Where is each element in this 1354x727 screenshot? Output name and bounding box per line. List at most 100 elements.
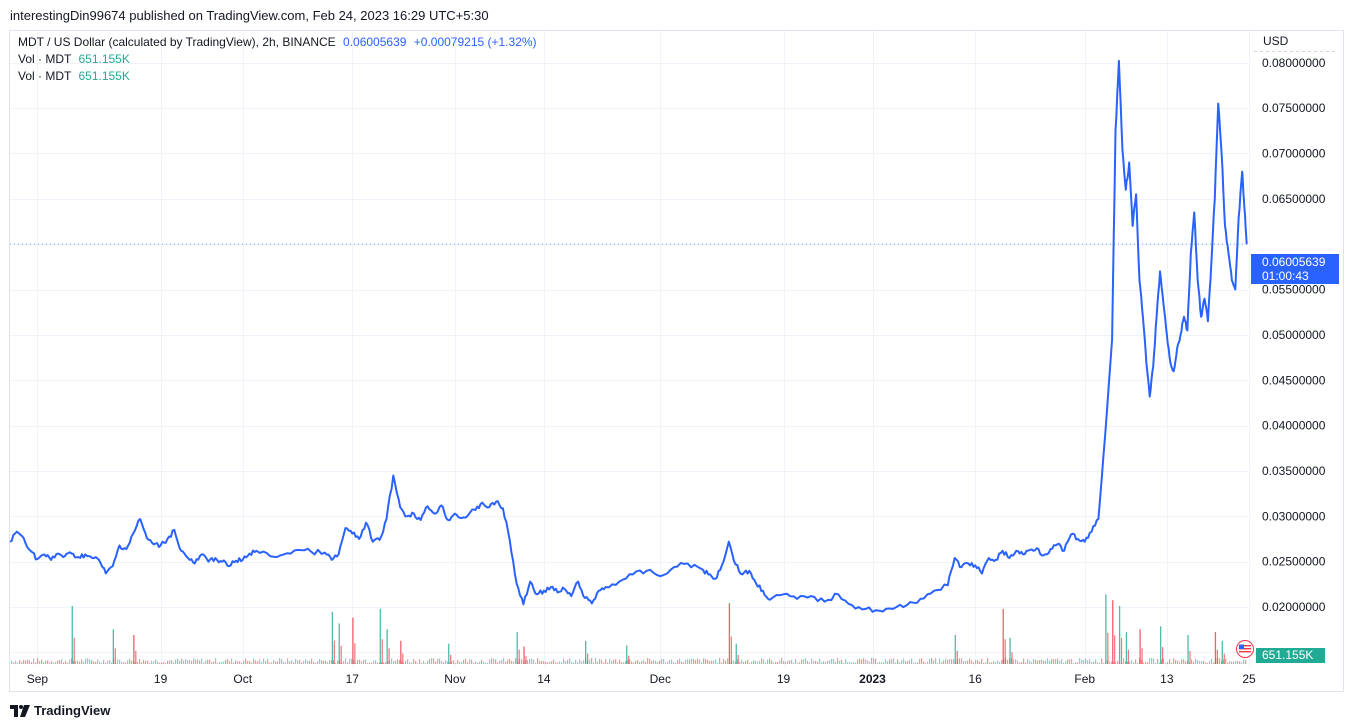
volume-bar <box>295 658 297 664</box>
volume-bar <box>981 658 983 664</box>
volume-bar <box>787 660 789 664</box>
volume-bar <box>1037 660 1039 664</box>
volume-bar <box>591 658 593 664</box>
volume-spike <box>626 645 628 664</box>
volume-bar <box>589 659 591 664</box>
volume-bar <box>811 658 813 664</box>
volume-bar <box>815 660 817 664</box>
volume-bar <box>573 662 575 664</box>
volume-bar <box>521 659 523 664</box>
volume-bar <box>1053 659 1055 664</box>
volume-bar <box>641 661 643 664</box>
volume-bar <box>695 660 697 664</box>
volume-spike <box>379 608 381 664</box>
chart-frame[interactable] <box>9 30 1344 692</box>
volume-bar <box>17 662 19 664</box>
volume-bar <box>101 662 103 664</box>
volume-bar <box>861 659 863 664</box>
volume-bar <box>73 660 75 664</box>
volume-bars <box>11 594 1247 664</box>
volume-bar <box>1063 662 1065 664</box>
volume-bar <box>531 658 533 664</box>
volume-bar <box>1007 659 1009 664</box>
volume-bar <box>1213 662 1215 664</box>
currency-label[interactable]: USD <box>1263 34 1289 48</box>
volume-bar <box>171 660 173 664</box>
volume-bar <box>121 661 123 664</box>
x-tick-label: Dec <box>650 672 671 686</box>
volume-bar <box>495 659 497 664</box>
volume-bar <box>803 659 805 664</box>
legend-main[interactable]: MDT / US Dollar (calculated by TradingVi… <box>18 35 537 49</box>
tradingview-logo[interactable]: TradingView <box>10 703 110 718</box>
volume-bar <box>699 659 701 664</box>
volume-bar <box>1143 662 1145 664</box>
volume-bar <box>1147 662 1149 664</box>
volume-spike <box>1118 606 1121 664</box>
volume-bar <box>1041 659 1043 664</box>
volume-bar <box>1181 659 1183 664</box>
volume-bar <box>607 662 609 664</box>
bar-countdown: 01:00:43 <box>1262 269 1309 283</box>
volume-bar <box>309 660 311 664</box>
volume-spike <box>956 650 958 664</box>
volume-bar <box>507 659 509 664</box>
volume-bar <box>211 661 213 664</box>
volume-bar <box>665 662 667 664</box>
volume-bar <box>581 661 583 664</box>
volume-bar <box>763 659 765 664</box>
volume-bar <box>817 661 819 664</box>
volume-bar <box>945 658 947 664</box>
volume-bar <box>1065 661 1067 664</box>
volume-bar <box>663 659 665 664</box>
volume-bar <box>567 659 569 664</box>
volume-bar <box>997 660 999 664</box>
volume-bar <box>781 658 783 664</box>
x-tick-label: 13 <box>1160 672 1174 686</box>
volume-bar <box>979 661 981 664</box>
volume-bar <box>33 658 35 664</box>
legend-volume-2[interactable]: Vol · MDT 651.155K <box>18 69 130 83</box>
volume-bar <box>1111 661 1113 664</box>
volume-bar <box>901 660 903 664</box>
volume-bar <box>175 659 177 664</box>
volume-bar <box>755 660 757 664</box>
volume-bar <box>1031 662 1033 664</box>
legend-volume-1[interactable]: Vol · MDT 651.155K <box>18 52 130 66</box>
volume-bar <box>983 662 985 664</box>
x-tick-label: 16 <box>969 672 983 686</box>
volume-bar <box>327 661 329 664</box>
volume-bar <box>1229 661 1231 664</box>
volume-bar <box>887 661 889 664</box>
volume-bar <box>1017 660 1019 664</box>
volume-bar <box>459 661 461 664</box>
volume-bar <box>533 659 535 664</box>
volume-bar <box>153 661 155 664</box>
volume-bar <box>379 662 381 664</box>
volume-bar <box>917 662 919 664</box>
us-flag-icon[interactable] <box>1236 640 1254 658</box>
volume-bar <box>319 658 321 664</box>
volume-spike <box>386 629 388 664</box>
volume-bar <box>1087 660 1089 664</box>
volume-bar <box>479 661 481 664</box>
volume-bar <box>393 661 395 664</box>
volume-bar <box>1099 662 1101 664</box>
volume-bar <box>451 661 453 664</box>
volume-bar <box>809 662 811 664</box>
volume-bar <box>1227 662 1229 664</box>
volume-bar <box>337 660 339 664</box>
volume-bar <box>91 660 93 664</box>
volume-bar <box>497 662 499 664</box>
volume-bar <box>751 661 753 664</box>
volume-bar <box>355 662 357 664</box>
volume-spike <box>1160 626 1162 664</box>
volume-bar <box>371 662 373 664</box>
volume-bar <box>429 659 431 664</box>
volume-bar <box>597 661 599 664</box>
volume-bar <box>1085 658 1087 664</box>
volume-bar <box>141 662 143 664</box>
volume-bar <box>715 659 717 664</box>
volume-bar <box>1023 658 1025 664</box>
